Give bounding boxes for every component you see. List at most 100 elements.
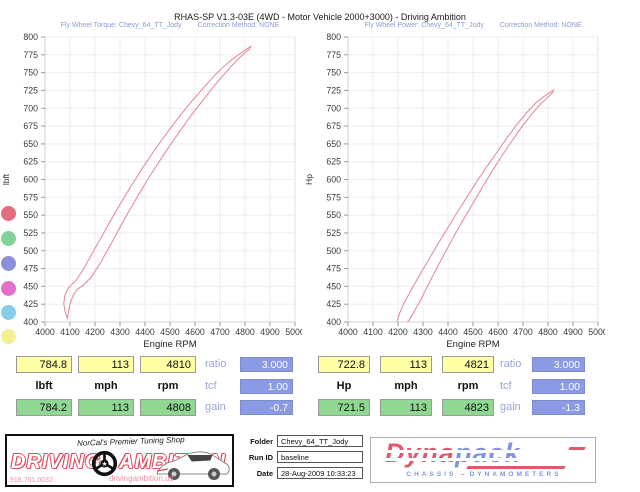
svg-text:4300: 4300: [110, 327, 130, 337]
power-chart: 400 425 450 475 500 525 550 575 600 625 650 675 700 7…: [305, 32, 605, 350]
driving-ambition-logo: NorCal's Premier Tuning Shop DRIVING ★ A…: [5, 434, 234, 487]
svg-text:4400: 4400: [135, 327, 155, 337]
dynapack-caption: CHASSIS – DYNAMOMETERS: [371, 471, 597, 478]
shop-phone: 916.761.0032: [10, 477, 53, 484]
tcf-field[interactable]: 1.00: [240, 379, 293, 394]
svg-text:4900: 4900: [260, 327, 280, 337]
run-color-legend-dot[interactable]: [1, 206, 16, 221]
end-torque-value: 784.2: [16, 399, 72, 416]
end-torque-speed: 113: [78, 399, 134, 416]
svg-text:750: 750: [326, 68, 341, 78]
speed-unit-label: mph: [394, 380, 418, 392]
run-color-legend-dot[interactable]: [1, 305, 16, 320]
peak-torque-value: 784.8: [16, 356, 72, 373]
svg-text:4700: 4700: [210, 327, 230, 337]
svg-text:400: 400: [326, 317, 341, 327]
torque-correction-method: Correction Method: NONE: [197, 22, 280, 29]
svg-text:4500: 4500: [463, 327, 483, 337]
dynapack-wordmark: Dynapack: [385, 438, 521, 469]
svg-text:800: 800: [23, 32, 38, 42]
power-unit-label: Hp: [336, 380, 352, 392]
torque-chart-title: Fly Wheel Torque: Chevy_64_TT_Jody: [60, 22, 182, 29]
logo-stripe: [381, 458, 573, 461]
svg-text:★: ★: [102, 461, 108, 468]
svg-text:4600: 4600: [185, 327, 205, 337]
svg-text:600: 600: [326, 175, 341, 185]
svg-text:725: 725: [23, 85, 38, 95]
svg-text:4100: 4100: [60, 327, 80, 337]
svg-text:4800: 4800: [235, 327, 255, 337]
steering-wheel-icon: ★: [91, 450, 118, 477]
run-color-legend-dot[interactable]: [1, 329, 16, 344]
svg-text:775: 775: [326, 50, 341, 60]
run-color-legend-dot[interactable]: [1, 281, 16, 296]
page-title: RHAS-SP V1.3-03E (4WD - Motor Vehicle 20…: [174, 12, 466, 22]
svg-text:Hp: Hp: [305, 174, 314, 185]
svg-text:475: 475: [326, 264, 341, 274]
torque-unit-label: lbft: [35, 380, 53, 392]
svg-text:425: 425: [326, 299, 341, 309]
svg-text:4500: 4500: [160, 327, 180, 337]
svg-text:4800: 4800: [538, 327, 558, 337]
folder-label: Folder: [250, 437, 273, 446]
svg-text:Engine RPM: Engine RPM: [143, 339, 196, 350]
svg-text:550: 550: [23, 210, 38, 220]
svg-text:675: 675: [23, 121, 38, 131]
svg-text:4300: 4300: [413, 327, 433, 337]
logo-stripe: [381, 450, 573, 453]
svg-text:650: 650: [326, 139, 341, 149]
ratio-field[interactable]: 3.000: [240, 357, 293, 372]
svg-text:4100: 4100: [363, 327, 383, 337]
gain-field[interactable]: -0.7: [240, 400, 293, 415]
end-power-value: 721.5: [318, 399, 370, 416]
svg-text:Engine RPM: Engine RPM: [446, 339, 499, 350]
svg-text:525: 525: [23, 228, 38, 238]
svg-text:725: 725: [326, 85, 341, 95]
ratio-field[interactable]: 3.000: [532, 357, 585, 372]
svg-text:800: 800: [326, 32, 341, 42]
peak-power-value: 722.8: [318, 356, 370, 373]
svg-text:4000: 4000: [35, 327, 55, 337]
torque-chart-header: Fly Wheel Torque: Chevy_64_TT_Jody Corre…: [30, 22, 310, 29]
caption-chassis: CHASSIS: [406, 471, 457, 478]
svg-text:425: 425: [23, 299, 38, 309]
peak-torque-speed: 113: [78, 356, 134, 373]
svg-text:625: 625: [23, 157, 38, 167]
tcf-label: tcf: [500, 380, 512, 392]
folder-field[interactable]: Chevy_64_TT_Jody: [277, 435, 363, 447]
ratio-label: ratio: [500, 358, 522, 370]
svg-text:550: 550: [326, 210, 341, 220]
run-color-legend-dot[interactable]: [1, 256, 16, 271]
dynapack-word-pack: pack: [455, 438, 521, 468]
svg-text:475: 475: [23, 264, 38, 274]
run-id-label: Run ID: [248, 453, 273, 462]
gain-label: gain: [205, 401, 226, 413]
date-field[interactable]: 28-Aug-2009 10:33:23: [277, 467, 363, 479]
dynapack-logo: Dynapack CHASSIS – DYNAMOMETERS: [370, 437, 596, 483]
run-id-field[interactable]: baseline: [277, 451, 363, 463]
peak-power-rpm: 4821: [442, 356, 494, 373]
svg-text:500: 500: [23, 246, 38, 256]
dynapack-word-dyna: Dyna: [385, 438, 456, 468]
speed-unit-label: mph: [94, 380, 118, 392]
sports-car-image: [156, 451, 230, 480]
peak-power-speed: 113: [380, 356, 432, 373]
run-color-legend-dot[interactable]: [1, 231, 16, 246]
tcf-label: tcf: [205, 380, 217, 392]
rpm-unit-label: rpm: [457, 380, 479, 392]
shop-website: drivingambition.us: [109, 474, 174, 483]
svg-text:775: 775: [23, 50, 38, 60]
svg-text:750: 750: [23, 68, 38, 78]
gain-field[interactable]: -1.3: [532, 400, 585, 415]
power-correction-method: Correction Method: NONE: [499, 22, 582, 29]
end-power-speed: 113: [380, 399, 432, 416]
svg-text:4200: 4200: [388, 327, 408, 337]
peak-torque-rpm: 4810: [140, 356, 196, 373]
caption-dynamometers: DYNAMOMETERS: [469, 471, 562, 478]
end-power-rpm: 4823: [442, 399, 494, 416]
end-torque-rpm: 4808: [140, 399, 196, 416]
tcf-field[interactable]: 1.00: [532, 379, 585, 394]
svg-text:650: 650: [23, 139, 38, 149]
svg-text:5000: 5000: [588, 327, 605, 337]
